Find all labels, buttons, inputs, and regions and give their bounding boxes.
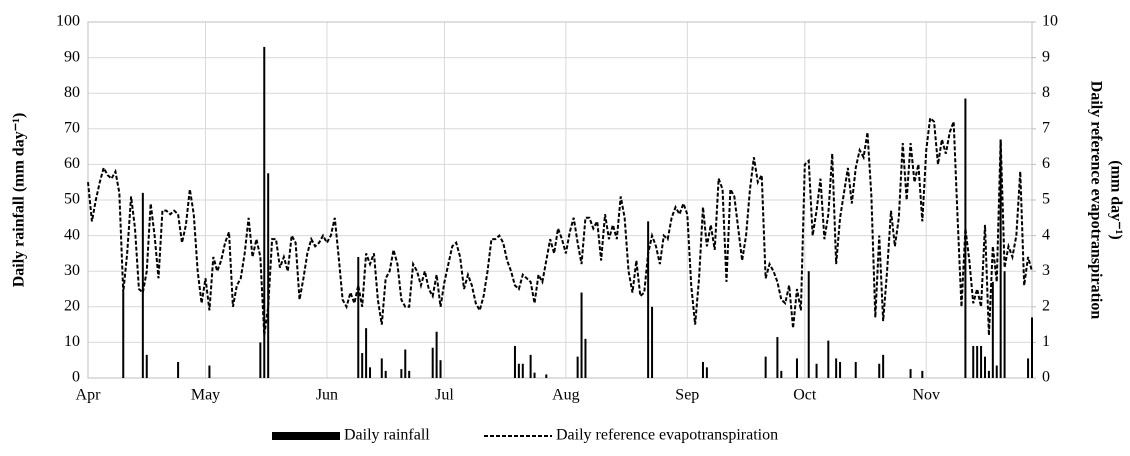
y-tick-label: 90: [64, 48, 80, 65]
rain-bar: [122, 292, 125, 378]
rain-bar: [921, 370, 924, 378]
y2-tick-label: 10: [1042, 13, 1058, 30]
rain-bar: [145, 354, 148, 378]
rain-bar: [513, 345, 516, 378]
rain-bar: [263, 46, 266, 379]
rain-bar: [369, 367, 372, 378]
y2-tick-label: 9: [1042, 48, 1050, 65]
x-tick-label: Oct: [793, 387, 817, 404]
y2-tick-label: 1: [1042, 333, 1050, 350]
y-tick-label: 100: [56, 13, 80, 30]
y2-tick-label: 4: [1042, 226, 1050, 243]
y-tick-label: 0: [72, 369, 80, 386]
rain-bar: [431, 347, 434, 378]
rain-bar: [529, 354, 532, 378]
y-tick-label: 60: [64, 155, 80, 172]
rain-bar: [705, 367, 708, 378]
x-tick-label: May: [191, 387, 220, 404]
rain-bar: [1027, 358, 1030, 378]
y-tick-label: 80: [64, 84, 80, 101]
rain-bar: [780, 370, 783, 378]
rain-bar: [980, 345, 983, 378]
rain-bar: [854, 361, 857, 378]
y2-axis-label: Daily reference evapotranspiration: [1087, 81, 1104, 320]
rain-bar: [545, 374, 548, 378]
rain-bar: [435, 331, 438, 378]
rain-bar: [909, 369, 912, 378]
y-tick-label: 70: [64, 119, 80, 136]
rain-bar: [976, 345, 979, 378]
x-tick-label: Aug: [552, 387, 580, 404]
rain-bar: [267, 173, 270, 378]
rain-bar: [835, 358, 838, 378]
rain-bar: [795, 358, 798, 378]
x-tick-label: Nov: [912, 387, 940, 404]
rain-bar: [439, 360, 442, 378]
rain-bar: [1031, 317, 1033, 378]
rain-bar: [408, 370, 411, 378]
rain-bar: [991, 281, 994, 378]
x-tick-label: Apr: [76, 387, 102, 404]
legend-label: Daily reference evapotranspiration: [556, 427, 778, 444]
rain-bar: [584, 338, 587, 378]
rain-bar: [776, 337, 779, 378]
rain-bar: [647, 221, 650, 378]
rain-bar: [517, 363, 520, 378]
rain-bar: [651, 306, 654, 378]
rain-bar: [972, 345, 975, 378]
x-tick-label: Sep: [675, 387, 699, 404]
y-tick-label: 20: [64, 297, 80, 314]
rain-bar: [177, 361, 180, 378]
rain-bar: [533, 372, 536, 378]
y-tick-label: 30: [64, 262, 80, 279]
rain-bar: [878, 363, 881, 378]
rain-bar: [701, 361, 704, 378]
y-tick-label: 50: [64, 191, 80, 208]
y2-tick-label: 3: [1042, 262, 1050, 279]
y-tick-label: 40: [64, 226, 80, 243]
rain-bar: [361, 353, 364, 378]
rain-bar: [400, 369, 403, 378]
et-line: [87, 116, 1033, 336]
rain-bar: [882, 354, 885, 378]
y2-tick-label: 8: [1042, 84, 1050, 101]
x-tick-label: Jul: [435, 387, 454, 404]
y2-axis-label: (mm day⁻¹): [1107, 160, 1124, 239]
rain-bar: [827, 340, 830, 378]
rain-bar: [259, 342, 262, 378]
rain-bar: [208, 365, 211, 378]
rain-bar: [357, 256, 360, 378]
rain-bar: [995, 365, 998, 378]
plot-frame: [87, 21, 1033, 379]
rain-bar: [365, 328, 368, 378]
rain-bar: [404, 349, 407, 378]
rain-bar: [380, 358, 383, 378]
y2-tick-label: 0: [1042, 369, 1050, 386]
y2-tick-label: 7: [1042, 119, 1050, 136]
rain-bar: [839, 361, 842, 378]
rain-bar: [521, 363, 524, 378]
rain-bar: [1003, 271, 1006, 378]
y-axis-label: Daily rainfall (mm day⁻¹): [11, 113, 28, 288]
rain-bar: [384, 370, 387, 378]
y2-tick-label: 5: [1042, 191, 1050, 208]
x-tick-label: Jun: [316, 387, 338, 404]
legend-label: Daily rainfall: [344, 427, 430, 444]
legend-swatch: [272, 432, 340, 440]
rain-bar: [764, 356, 767, 378]
rain-bar: [815, 363, 818, 378]
rain-bar: [580, 292, 583, 378]
rain-bar: [983, 356, 986, 378]
y2-tick-label: 6: [1042, 155, 1050, 172]
rain-bar: [141, 192, 144, 378]
y-tick-label: 10: [64, 333, 80, 350]
rain-bar: [999, 139, 1002, 378]
y2-tick-label: 2: [1042, 297, 1050, 314]
rain-bar: [807, 271, 810, 378]
rain-bar: [987, 370, 990, 378]
rain-bar: [576, 356, 579, 378]
